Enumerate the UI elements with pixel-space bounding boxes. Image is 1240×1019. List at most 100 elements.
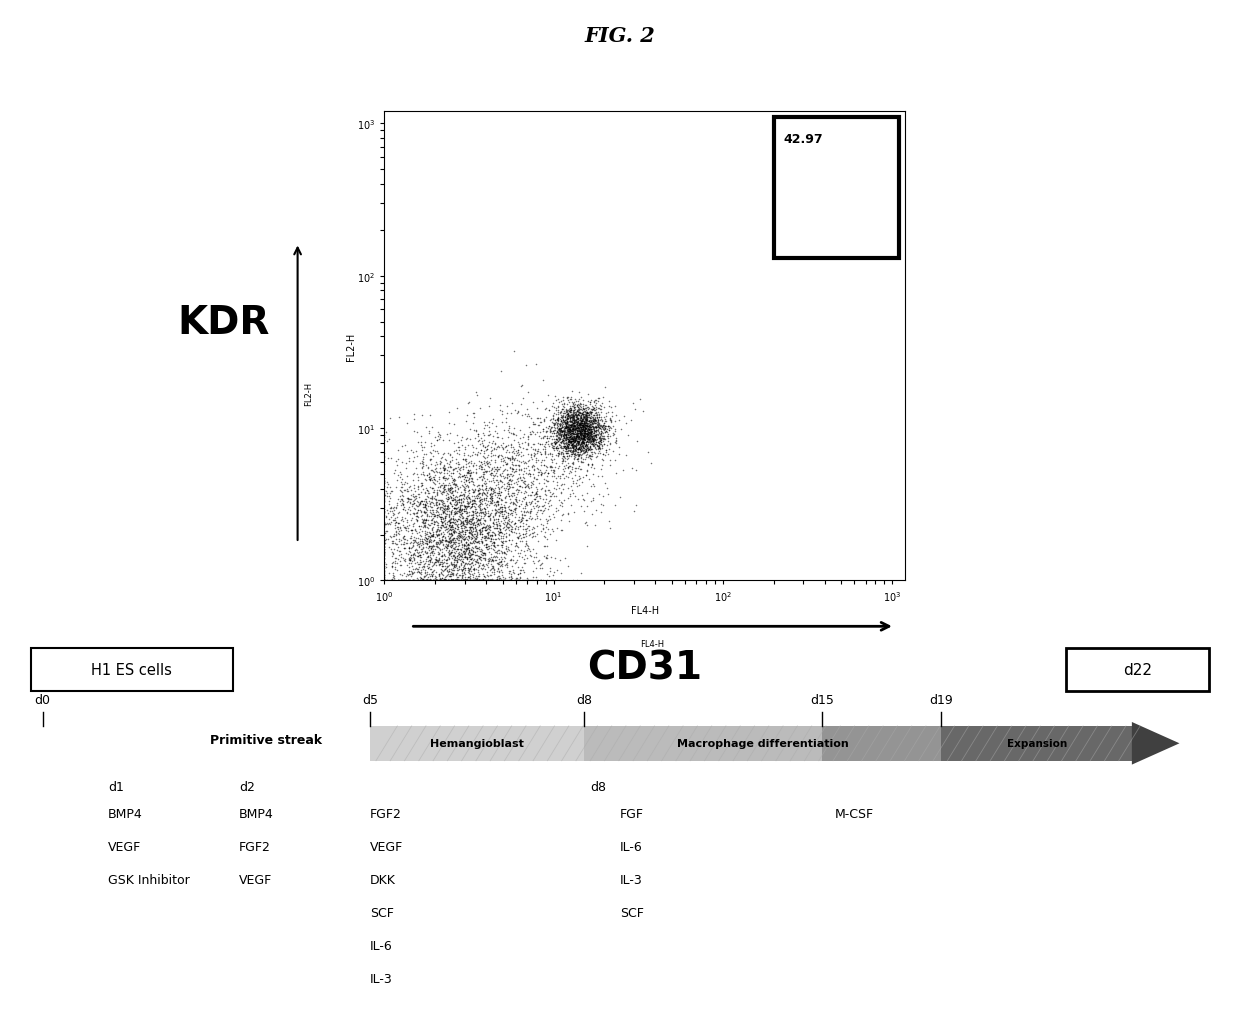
Point: [513, 530, 533, 546]
Point: [461, 474, 481, 490]
Point: [543, 424, 563, 440]
Point: [384, 573, 404, 589]
Point: [494, 452, 513, 469]
Point: [585, 437, 605, 453]
Point: [557, 410, 577, 426]
Point: [573, 417, 593, 433]
Point: [451, 474, 471, 490]
Point: [579, 400, 599, 417]
Point: [580, 432, 600, 448]
Point: [477, 573, 497, 589]
Point: [573, 418, 593, 434]
Point: [503, 425, 523, 441]
Point: [487, 473, 507, 489]
Point: [516, 483, 536, 499]
Point: [579, 450, 599, 467]
Point: [459, 529, 479, 545]
Point: [379, 511, 399, 527]
Point: [523, 521, 543, 537]
Point: [427, 573, 446, 589]
Point: [439, 483, 459, 499]
Point: [471, 521, 491, 537]
Point: [575, 404, 595, 420]
Point: [469, 512, 489, 528]
Point: [593, 440, 613, 457]
Point: [403, 486, 423, 502]
Point: [374, 482, 394, 498]
Point: [489, 511, 508, 527]
Point: [484, 473, 503, 489]
Point: [465, 521, 485, 537]
Point: [480, 573, 500, 589]
Point: [536, 424, 556, 440]
Point: [552, 404, 572, 420]
Point: [467, 512, 487, 528]
Point: [382, 558, 402, 575]
Point: [438, 460, 458, 476]
Point: [590, 426, 610, 442]
Point: [584, 438, 604, 454]
Point: [577, 429, 596, 445]
Point: [560, 391, 580, 408]
Point: [397, 545, 417, 561]
Point: [489, 439, 508, 455]
Point: [430, 548, 450, 565]
Point: [408, 434, 428, 450]
Point: [378, 450, 398, 467]
Point: [374, 448, 394, 465]
Point: [481, 546, 501, 562]
Point: [577, 406, 596, 422]
Point: [417, 493, 436, 510]
Point: [463, 496, 482, 513]
Point: [444, 548, 464, 565]
Point: [484, 460, 503, 476]
Point: [492, 516, 512, 532]
Point: [577, 446, 596, 463]
Point: [577, 411, 596, 427]
Point: [512, 448, 532, 465]
Point: [433, 503, 453, 520]
Point: [572, 435, 591, 451]
Point: [432, 515, 451, 531]
Point: [556, 421, 575, 437]
Point: [553, 440, 573, 457]
Point: [466, 516, 486, 532]
Point: [389, 543, 409, 559]
Point: [464, 573, 484, 589]
Point: [413, 514, 433, 530]
Point: [459, 513, 479, 529]
Point: [588, 469, 608, 485]
Point: [558, 403, 578, 419]
Point: [531, 524, 551, 540]
Point: [570, 442, 590, 459]
Point: [434, 495, 454, 512]
Point: [503, 421, 523, 437]
Point: [511, 453, 531, 470]
Point: [553, 412, 573, 428]
Point: [489, 573, 508, 589]
Point: [423, 528, 443, 544]
Point: [418, 506, 438, 523]
Point: [564, 413, 584, 429]
Point: [414, 517, 434, 533]
Point: [453, 495, 472, 512]
Point: [439, 531, 459, 547]
Point: [392, 573, 412, 589]
Point: [430, 454, 450, 471]
Point: [577, 420, 596, 436]
Point: [580, 439, 600, 455]
Point: [438, 515, 458, 531]
Point: [428, 527, 448, 543]
Point: [598, 437, 618, 453]
Point: [444, 567, 464, 583]
Point: [577, 397, 596, 414]
Point: [551, 429, 570, 445]
Point: [418, 483, 438, 499]
Point: [513, 516, 533, 532]
Point: [444, 491, 464, 507]
Point: [529, 476, 549, 492]
Point: [383, 565, 403, 581]
Point: [567, 410, 587, 426]
Point: [475, 551, 495, 568]
Point: [558, 419, 578, 435]
